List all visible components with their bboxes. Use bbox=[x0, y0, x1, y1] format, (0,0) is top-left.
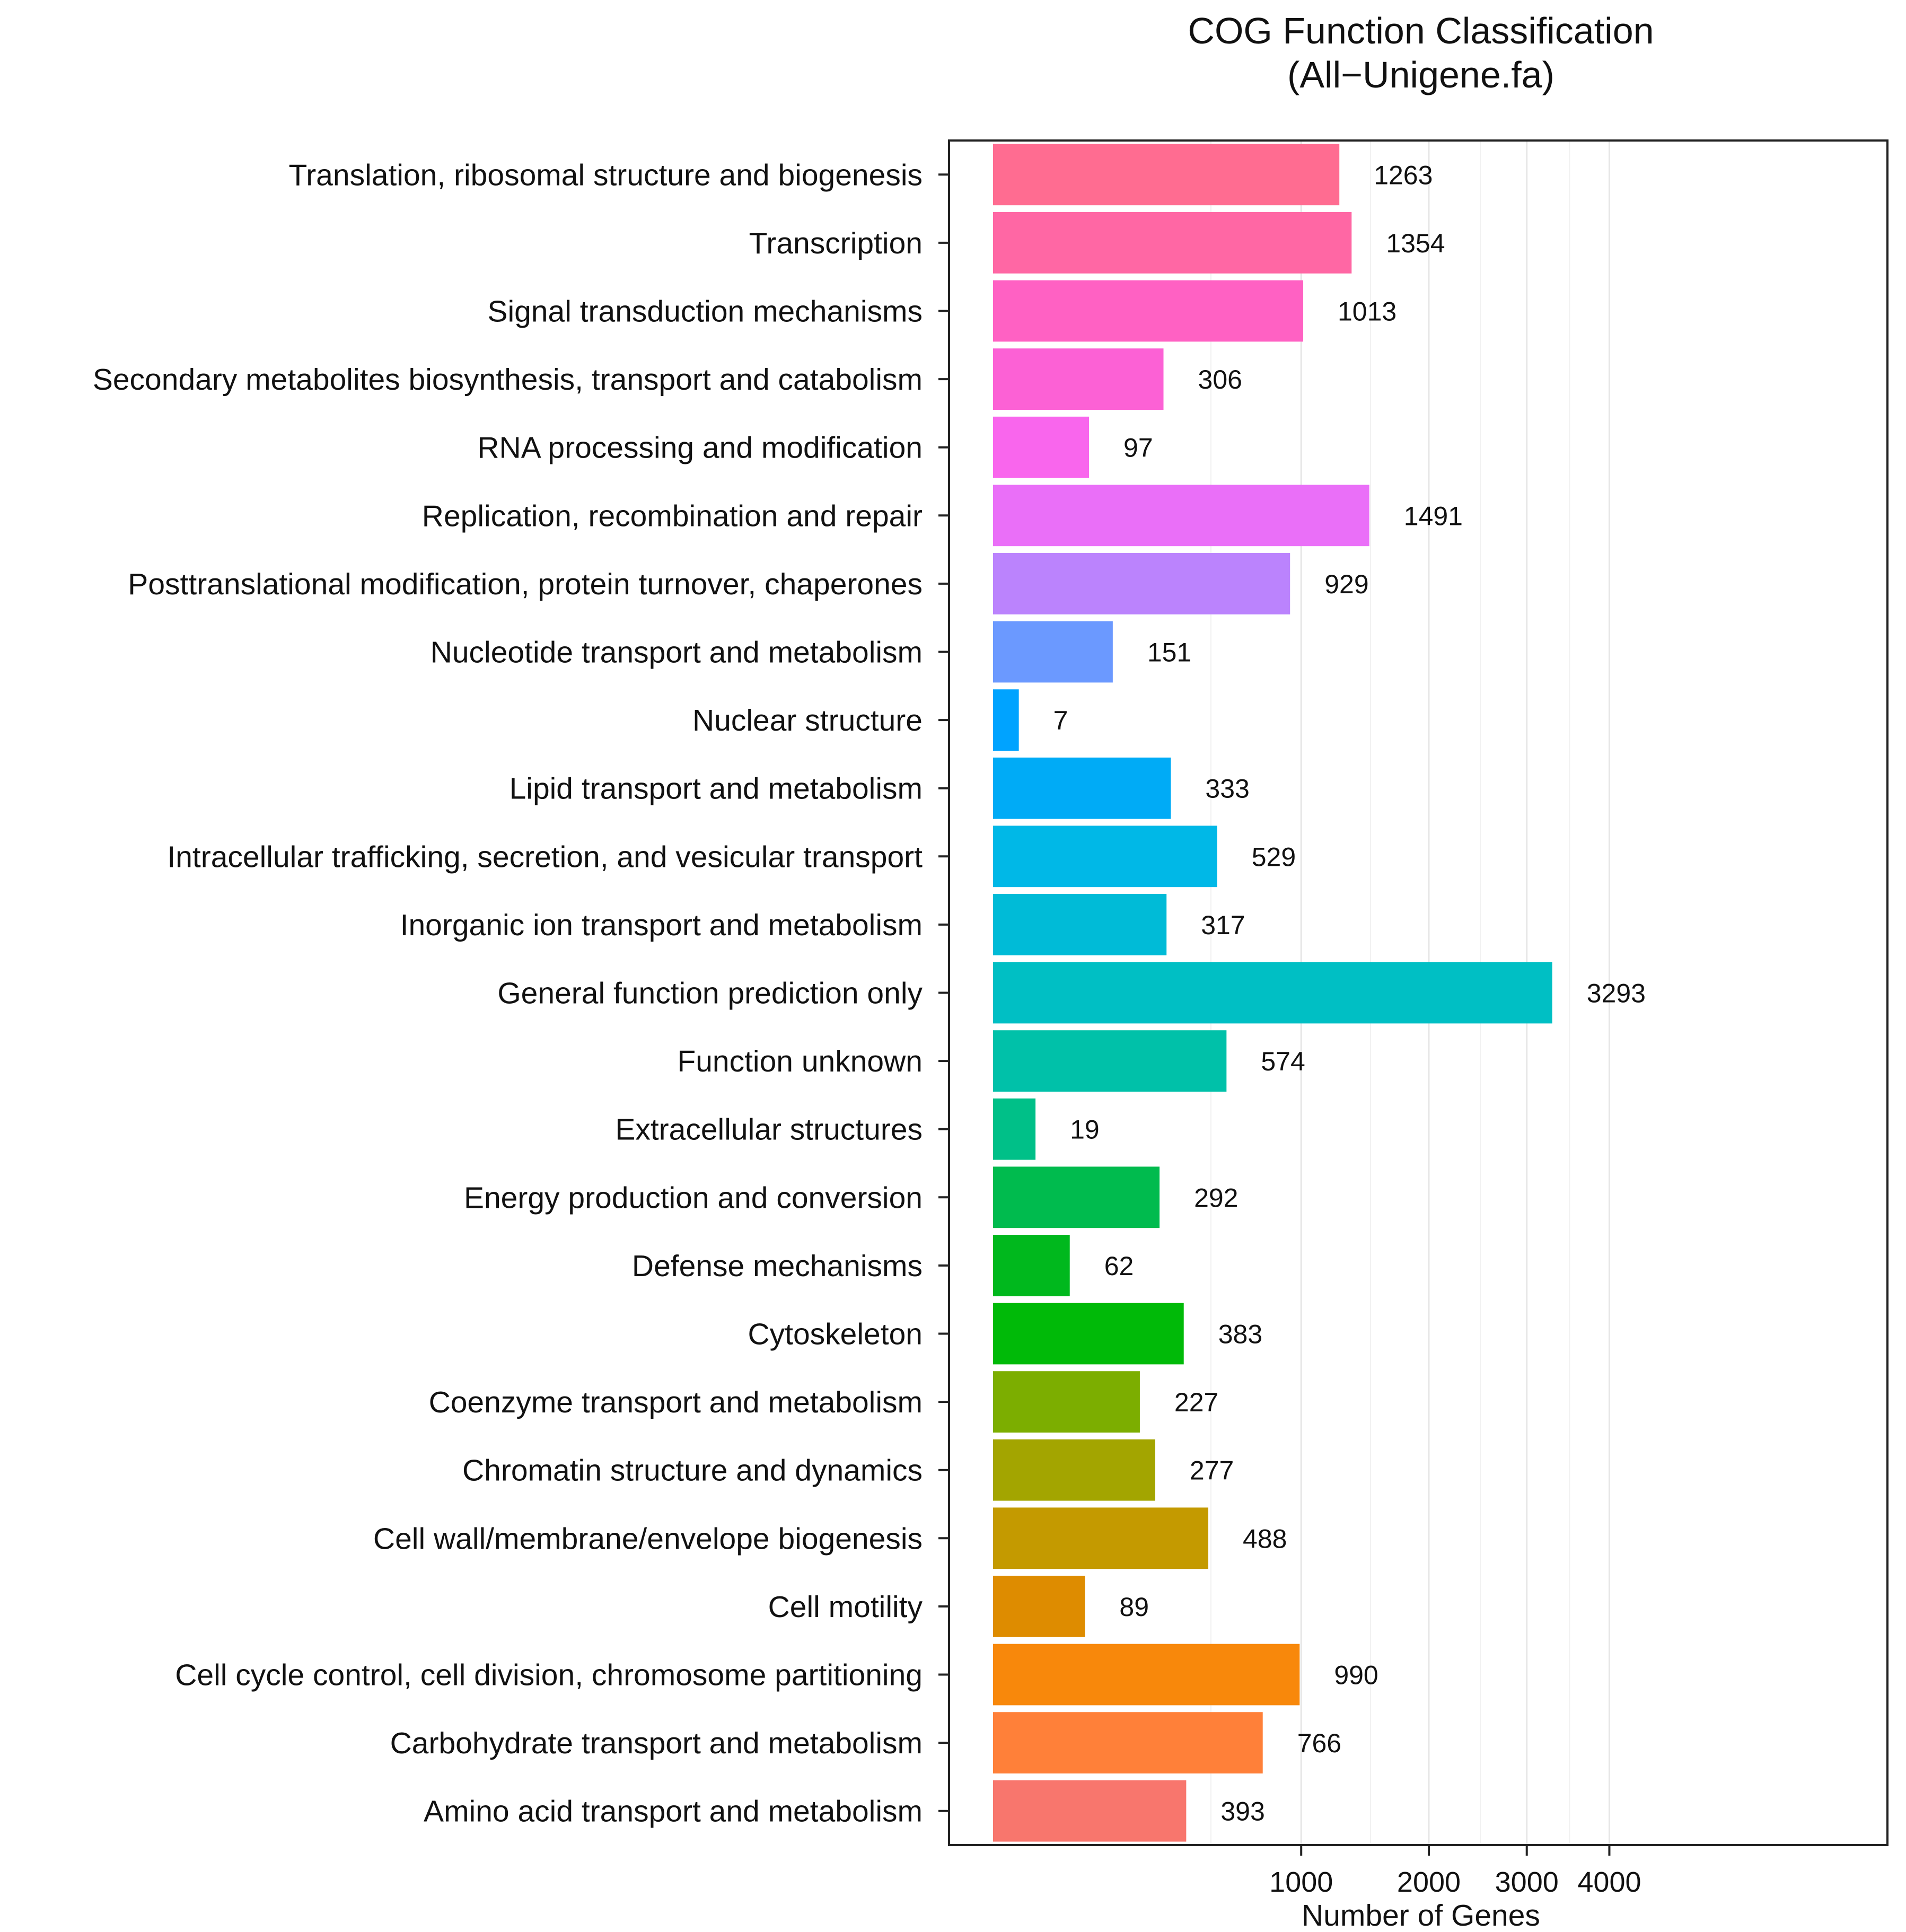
value-label: 1013 bbox=[1338, 297, 1396, 327]
bar bbox=[993, 1507, 1209, 1569]
value-label: 7 bbox=[1053, 706, 1068, 735]
category-label: Posttranslational modification, protein … bbox=[128, 567, 923, 601]
bar bbox=[993, 621, 1113, 683]
value-label: 317 bbox=[1201, 910, 1245, 940]
bar bbox=[993, 894, 1167, 955]
x-tick-label: 3000 bbox=[1495, 1866, 1559, 1898]
bar bbox=[993, 1030, 1227, 1092]
value-label: 1491 bbox=[1404, 501, 1463, 531]
plot-panel-border bbox=[948, 139, 1889, 1846]
bar bbox=[993, 280, 1303, 342]
category-label: Lipid transport and metabolism bbox=[510, 772, 923, 806]
category-label: General function prediction only bbox=[497, 977, 923, 1011]
value-label: 19 bbox=[1070, 1115, 1100, 1145]
bar bbox=[993, 553, 1290, 614]
category-label: Cell cycle control, cell division, chrom… bbox=[175, 1658, 923, 1692]
value-label: 227 bbox=[1174, 1387, 1218, 1417]
category-label: Chromatin structure and dynamics bbox=[462, 1454, 923, 1488]
value-label: 1263 bbox=[1374, 160, 1433, 190]
category-label: Cell motility bbox=[768, 1590, 923, 1624]
value-label: 62 bbox=[1104, 1251, 1134, 1281]
value-label: 277 bbox=[1190, 1456, 1234, 1486]
bar bbox=[993, 212, 1352, 274]
chart-subtitle: (All−Unigene.fa) bbox=[1287, 54, 1554, 95]
category-label: Signal transduction mechanisms bbox=[487, 295, 923, 329]
value-label: 574 bbox=[1261, 1047, 1305, 1076]
value-label: 929 bbox=[1324, 569, 1368, 599]
bar bbox=[993, 1098, 1036, 1160]
value-label: 3293 bbox=[1587, 979, 1646, 1008]
value-label: 89 bbox=[1119, 1592, 1149, 1622]
value-label: 1354 bbox=[1386, 229, 1445, 258]
bar bbox=[993, 1712, 1263, 1773]
bar bbox=[993, 1303, 1184, 1365]
bar bbox=[993, 485, 1369, 547]
x-tick-label: 4000 bbox=[1577, 1866, 1641, 1898]
chart-title: COG Function Classification bbox=[1188, 10, 1654, 51]
value-label: 333 bbox=[1205, 774, 1249, 804]
value-label: 383 bbox=[1218, 1320, 1262, 1349]
value-label: 766 bbox=[1297, 1728, 1341, 1758]
value-label: 529 bbox=[1252, 842, 1296, 872]
value-label: 393 bbox=[1220, 1797, 1264, 1826]
bar bbox=[993, 1235, 1070, 1296]
category-label: Secondary metabolites biosynthesis, tran… bbox=[93, 363, 923, 397]
category-label: Carbohydrate transport and metabolism bbox=[390, 1726, 923, 1760]
bar bbox=[993, 348, 1164, 410]
x-axis-ticks: 1000 2000 3000 4000 bbox=[1269, 1845, 1641, 1898]
value-label: 306 bbox=[1198, 365, 1242, 394]
bar bbox=[993, 1371, 1140, 1433]
category-label: Function unknown bbox=[677, 1044, 923, 1078]
bar bbox=[993, 1644, 1300, 1706]
x-axis-title: Number of Genes bbox=[1302, 1899, 1540, 1932]
bar bbox=[993, 1439, 1155, 1501]
category-label: Coenzyme transport and metabolism bbox=[429, 1385, 923, 1419]
category-label: Amino acid transport and metabolism bbox=[424, 1795, 923, 1829]
bars bbox=[993, 144, 1552, 1842]
category-label: Nucleotide transport and metabolism bbox=[431, 636, 923, 670]
bar bbox=[993, 826, 1217, 888]
category-label: Transcription bbox=[749, 226, 923, 260]
bar bbox=[993, 1166, 1160, 1228]
category-label: Energy production and conversion bbox=[464, 1181, 923, 1215]
value-label: 990 bbox=[1334, 1661, 1378, 1690]
bar bbox=[993, 1576, 1085, 1637]
category-label: Intracellular trafficking, secretion, an… bbox=[167, 840, 923, 874]
value-label: 97 bbox=[1123, 433, 1153, 463]
value-labels: 1263 1354 1013 306 97 1491 929 151 7 333 529 317 329… bbox=[1053, 160, 1646, 1826]
category-label: Cell wall/membrane/envelope biogenesis bbox=[373, 1522, 923, 1556]
bar bbox=[993, 1780, 1187, 1842]
bar bbox=[993, 689, 1019, 751]
category-label: Defense mechanisms bbox=[632, 1249, 923, 1283]
category-label: Cytoskeleton bbox=[748, 1318, 923, 1351]
category-labels: Translation, ribosomal structure and bio… bbox=[93, 158, 949, 1829]
category-label: Extracellular structures bbox=[615, 1113, 923, 1147]
bar bbox=[993, 757, 1171, 819]
value-label: 292 bbox=[1194, 1183, 1238, 1213]
x-tick-label: 1000 bbox=[1269, 1866, 1333, 1898]
bar bbox=[993, 962, 1552, 1024]
category-label: RNA processing and modification bbox=[477, 431, 923, 465]
category-label: Nuclear structure bbox=[692, 704, 923, 737]
category-label: Translation, ribosomal structure and bio… bbox=[289, 158, 923, 192]
bar bbox=[993, 144, 1340, 206]
category-label: Replication, recombination and repair bbox=[422, 499, 923, 533]
x-tick-label: 2000 bbox=[1397, 1866, 1461, 1898]
value-label: 488 bbox=[1243, 1524, 1287, 1553]
bar bbox=[993, 416, 1090, 478]
value-label: 151 bbox=[1147, 638, 1191, 668]
category-label: Inorganic ion transport and metabolism bbox=[400, 908, 923, 942]
